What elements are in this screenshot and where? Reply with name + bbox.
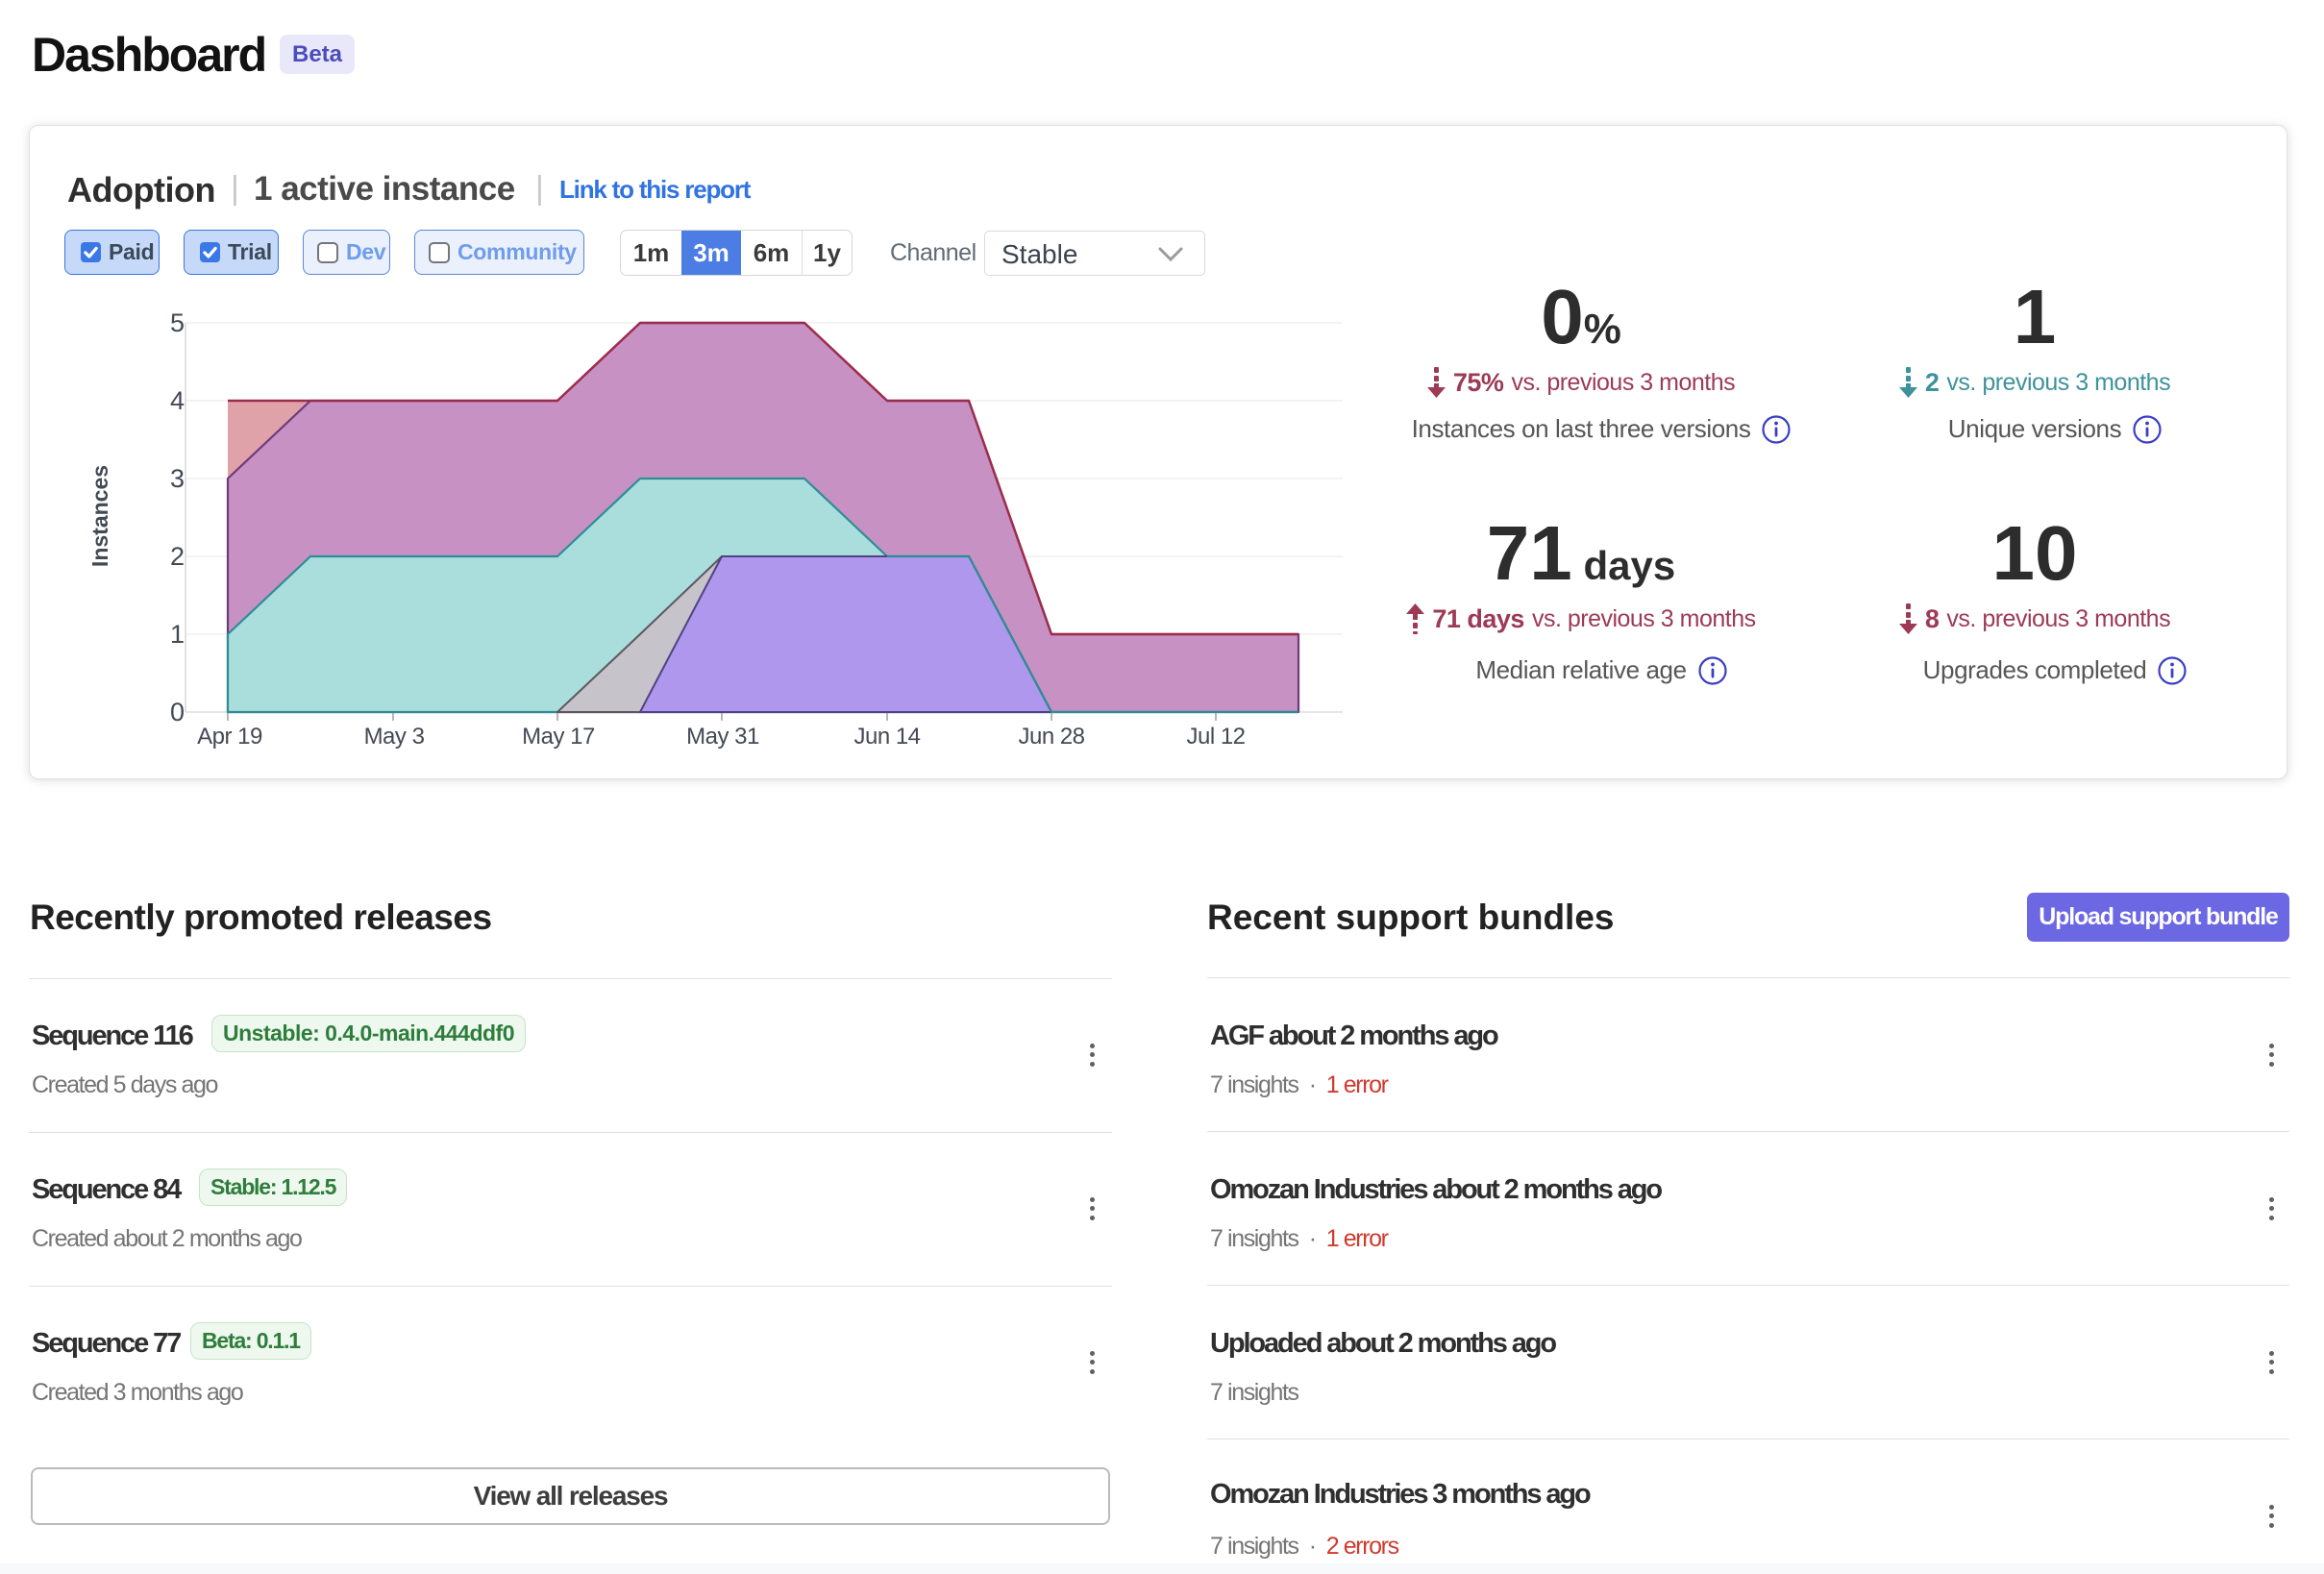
svg-text:Jun 14: Jun 14	[853, 724, 920, 750]
svg-text:Instances: Instances	[87, 465, 112, 567]
svg-text:0: 0	[170, 698, 185, 726]
svg-text:May 3: May 3	[364, 724, 425, 750]
svg-text:5: 5	[170, 308, 185, 337]
svg-text:Jul 12: Jul 12	[1186, 724, 1245, 750]
svg-text:3: 3	[170, 464, 185, 493]
svg-text:1: 1	[170, 620, 185, 649]
svg-text:May 31: May 31	[686, 724, 759, 750]
svg-text:Jun 28: Jun 28	[1018, 724, 1084, 750]
svg-text:4: 4	[170, 386, 185, 415]
svg-text:May 17: May 17	[522, 724, 595, 750]
svg-text:2: 2	[170, 542, 185, 571]
svg-text:Apr 19: Apr 19	[197, 724, 262, 750]
